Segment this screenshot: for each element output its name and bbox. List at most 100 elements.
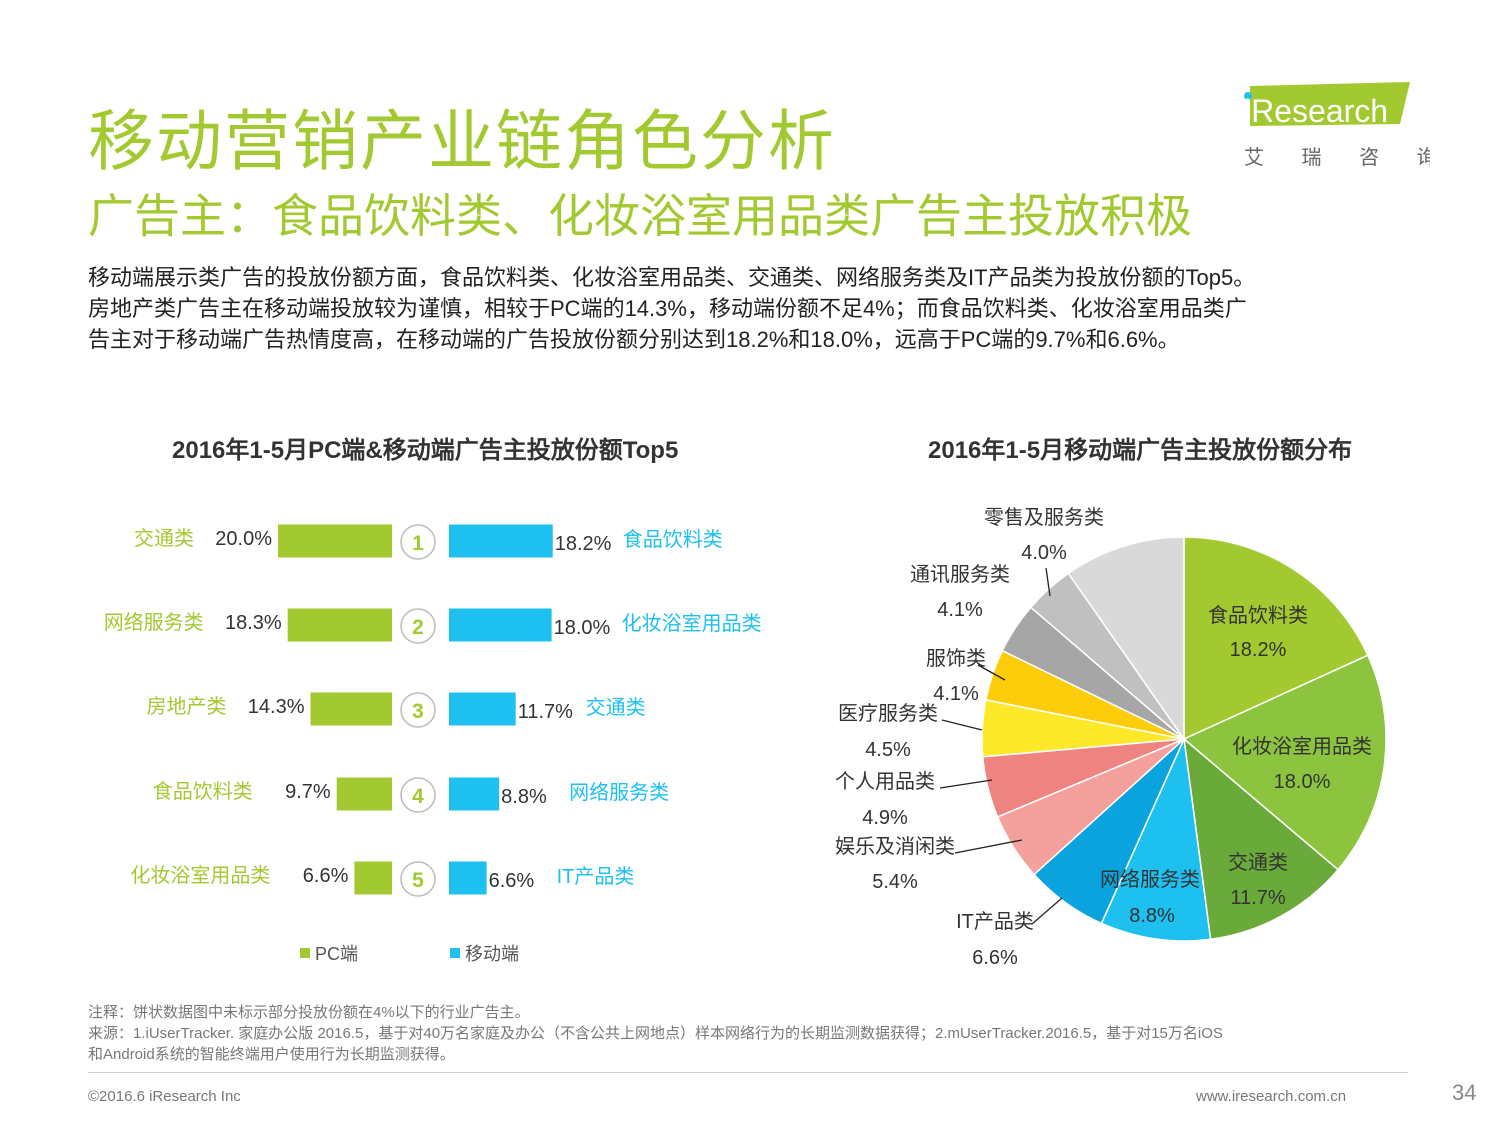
mobile-category-label: 网络服务类 [569, 781, 669, 804]
pie-slice-name: 通讯服务类 [910, 563, 1010, 586]
pie-slice-name: 医疗服务类 [838, 702, 938, 725]
page-number: 34 [1452, 1080, 1477, 1105]
pc-bar [336, 777, 392, 811]
note-line: 来源：1.iUserTracker. 家庭办公版 2016.5，基于对40万名家… [88, 1025, 1223, 1042]
mobile-category-label: 食品饮料类 [623, 528, 723, 551]
rank-number: 3 [412, 700, 424, 723]
pie-slice-value: 18.0% [1274, 771, 1331, 793]
pie-slice-name: 化妆浴室用品类 [1232, 735, 1372, 758]
website-link[interactable]: www.iresearch.com.cn [1196, 1088, 1347, 1105]
rank-circle [400, 524, 436, 560]
mobile-category-label: 化妆浴室用品类 [622, 612, 762, 635]
pc-value-label: 18.3% [225, 612, 282, 634]
pie-leader-line [1045, 567, 1051, 597]
pie-slice-name: 网络服务类 [1100, 868, 1200, 891]
pc-category-label: 房地产类 [146, 695, 226, 718]
logo-banner-shape [1250, 82, 1410, 126]
pie-slice-value: 4.9% [862, 807, 908, 829]
mobile-bar [449, 692, 516, 726]
pie-slice-name: 食品饮料类 [1208, 604, 1308, 627]
pc-bar [354, 861, 392, 895]
pie-slice-name: 娱乐及消闲类 [835, 835, 955, 858]
rank-number: 4 [412, 785, 424, 808]
copyright-text: ©2016.6 iResearch Inc [88, 1088, 241, 1105]
pc-category-label: 化妆浴室用品类 [130, 864, 270, 887]
mobile-bar [449, 861, 487, 895]
legend-mobile-swatch [450, 948, 460, 958]
iresearch-logo: iResearch 艾 瑞 咨 询 [1240, 82, 1437, 172]
pie-leader-line [954, 839, 1023, 854]
mobile-bar [449, 524, 553, 558]
pie-slice-name: 个人用品类 [835, 770, 935, 793]
pie-leader-line [941, 719, 983, 731]
page-title: 移动营销产业链角色分析 [88, 104, 836, 178]
pc-value-label: 20.0% [215, 528, 272, 550]
logo-cn-text: 艾 瑞 咨 询 [1244, 146, 1430, 169]
logo-dot-icon [1244, 92, 1252, 100]
rank-circle [400, 861, 436, 897]
mobile-value-label: 18.2% [555, 533, 612, 555]
legend-mobile-label: 移动端 [465, 944, 519, 964]
pie-slice-value: 4.1% [933, 683, 979, 705]
bar-chart: 20.0% 交通类 1 18.2% 食品饮料类 18.3% 网络服务类 2 18.0% 化妆浴室用… [104, 524, 762, 964]
pie-slice [1100, 736, 1212, 942]
pie-slice [1067, 536, 1185, 742]
pie-slice [1183, 737, 1340, 941]
intro-line: 告主对于移动端广告热情度高，在移动端的广告投放份额分别达到18.2%和18.0%… [88, 327, 1180, 352]
pc-category-label: 食品饮料类 [153, 780, 253, 803]
logo-brand-text: iResearch [1244, 93, 1388, 129]
mobile-value-label: 11.7% [518, 701, 573, 723]
pie-leader-line [977, 664, 1006, 681]
note-line: 注释：饼状数据图中未标示部分投放份额在4%以下的行业广告主。 [88, 1004, 530, 1021]
pie-slice-value: 8.8% [1129, 905, 1175, 927]
pie-slice-name: 零售及服务类 [984, 506, 1104, 529]
mobile-category-label: IT产品类 [557, 865, 635, 888]
rank-circle [400, 777, 436, 813]
pie-chart-title: 2016年1-5月移动端广告主投放份额分布 [928, 437, 1353, 464]
mobile-bar [449, 608, 552, 642]
pc-bar [287, 608, 392, 642]
legend-pc-label: PC端 [315, 944, 358, 964]
pie-slice-value: 6.6% [972, 947, 1018, 969]
pc-category-label: 交通类 [134, 527, 194, 550]
mobile-category-label: 交通类 [586, 696, 646, 719]
note-line: 和Android系统的智能终端用户使用行为长期监测获得。 [88, 1046, 455, 1063]
pie-slice-value: 4.0% [1021, 542, 1067, 564]
page-subtitle: 广告主：食品饮料类、化妆浴室用品类广告主投放积极 [88, 190, 1192, 242]
pie-chart: 食品饮料类 18.2% 化妆浴室用品类 18.0% 交通类 11.7% 网络服务类 8.8% I… [835, 506, 1387, 969]
pie-leader-line [1031, 897, 1063, 925]
pie-slice [1183, 536, 1369, 741]
pie-leader-line [939, 779, 993, 789]
rank-circle [400, 692, 436, 728]
pie-slice-value: 4.5% [865, 739, 911, 761]
footer-divider [88, 1072, 1408, 1073]
pie-slice [1182, 654, 1387, 871]
mobile-value-label: 6.6% [489, 870, 535, 892]
pie-slice-name: IT产品类 [956, 910, 1034, 933]
pc-value-label: 14.3% [248, 696, 305, 718]
intro-paragraph: 移动端展示类广告的投放份额方面，食品饮料类、化妆浴室用品类、交通类、网络服务类及… [88, 262, 1428, 355]
rank-number: 5 [412, 869, 424, 892]
mobile-value-label: 18.0% [554, 617, 611, 639]
mobile-value-label: 8.8% [501, 786, 547, 808]
footnotes: 注释：饼状数据图中未标示部分投放份额在4%以下的行业广告主。 来源：1.iUse… [88, 1002, 1428, 1065]
pc-value-label: 6.6% [303, 865, 349, 887]
pie-slice-value: 4.1% [937, 599, 983, 621]
intro-line: 房地产类广告主在移动端投放较为谨慎，相较于PC端的14.3%，移动端份额不足4%… [88, 296, 1247, 321]
pie-slice-value: 11.7% [1230, 887, 1285, 909]
rank-number: 2 [412, 616, 424, 639]
pc-bar [278, 524, 392, 558]
rank-number: 1 [412, 532, 424, 555]
intro-line: 移动端展示类广告的投放份额方面，食品饮料类、化妆浴室用品类、交通类、网络服务类及… [88, 265, 1256, 290]
pc-category-label: 网络服务类 [104, 611, 204, 634]
pie-slice-value: 5.4% [872, 871, 918, 893]
bar-chart-title: 2016年1-5月PC端&移动端广告主投放份额Top5 [172, 437, 679, 464]
pc-value-label: 9.7% [285, 781, 331, 803]
legend-pc-swatch [300, 948, 310, 958]
pie-slice-name: 服饰类 [926, 647, 986, 670]
pie-slice-name: 交通类 [1228, 851, 1288, 874]
pie-slice-value: 18.2% [1230, 639, 1287, 661]
mobile-bar [449, 777, 500, 811]
rank-circle [400, 608, 436, 644]
pc-bar [310, 692, 392, 726]
